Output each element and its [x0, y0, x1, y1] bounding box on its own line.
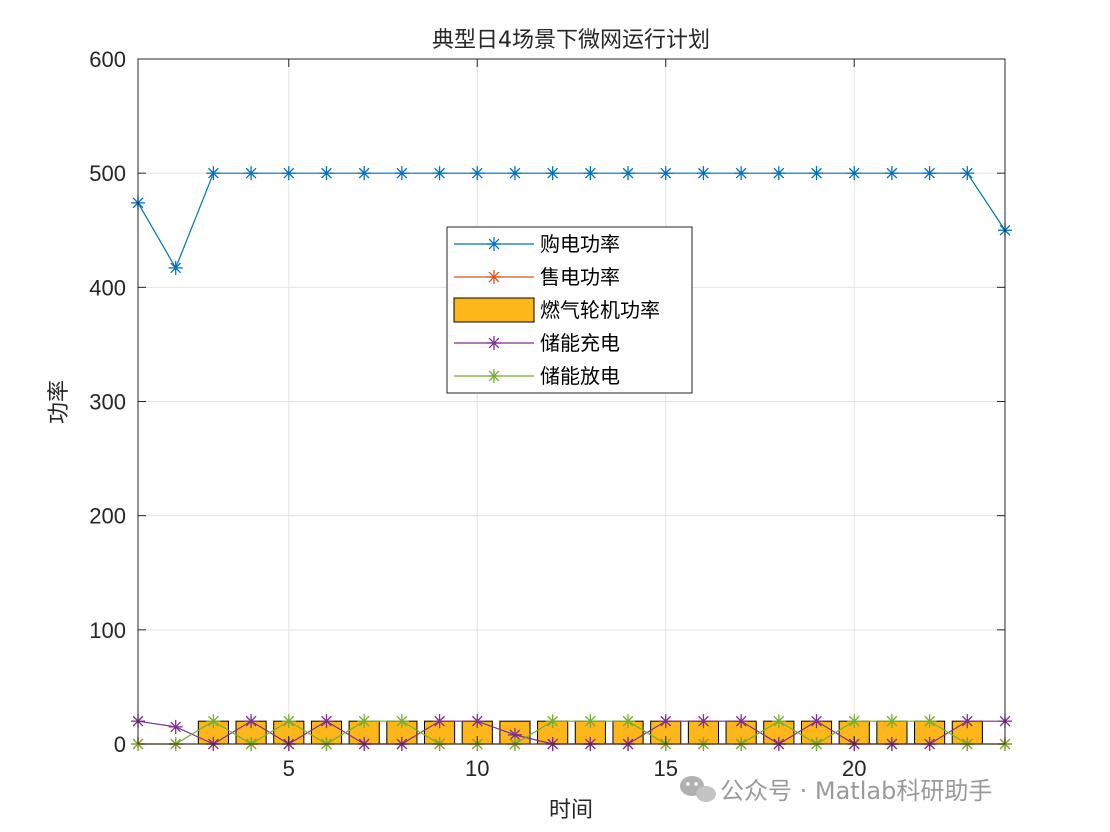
- series-point-3: [658, 714, 673, 729]
- series-point-3: [168, 719, 183, 734]
- wechat-icon: [680, 776, 716, 802]
- series-point-0: [432, 166, 447, 181]
- series-point-0: [621, 166, 636, 181]
- series-point-0: [168, 260, 183, 275]
- legend-marker: [487, 369, 501, 383]
- y-tick-label: 100: [89, 618, 126, 643]
- series-point-4: [357, 714, 372, 729]
- series-point-4: [281, 714, 296, 729]
- series-point-4: [884, 714, 899, 729]
- legend-marker: [487, 336, 501, 350]
- legend-label: 购电功率: [540, 232, 620, 256]
- series-point-0: [809, 166, 824, 181]
- series-point-4: [206, 714, 221, 729]
- series-point-0: [281, 166, 296, 181]
- series-point-3: [809, 714, 824, 729]
- series-point-0: [244, 166, 259, 181]
- series-point-3: [696, 714, 711, 729]
- y-tick-label: 200: [89, 504, 126, 529]
- series-point-4: [847, 714, 862, 729]
- series-point-0: [734, 166, 749, 181]
- series-point-4: [583, 714, 598, 729]
- y-tick-label: 0: [114, 732, 126, 757]
- x-tick-label: 15: [653, 756, 677, 781]
- series-point-3: [319, 714, 334, 729]
- series-point-3: [470, 714, 485, 729]
- series-point-0: [545, 166, 560, 181]
- x-tick-label: 20: [842, 756, 866, 781]
- legend-marker: [487, 270, 501, 284]
- x-tick-label: 5: [283, 756, 295, 781]
- legend-marker: [487, 237, 501, 251]
- series-point-4: [394, 714, 409, 729]
- series-point-0: [206, 166, 221, 181]
- series-point-0: [470, 166, 485, 181]
- legend-swatch: [453, 297, 535, 323]
- series-point-0: [922, 166, 937, 181]
- series-point-3: [432, 714, 447, 729]
- series-point-0: [583, 166, 598, 181]
- series-point-0: [319, 166, 334, 181]
- series-point-0: [847, 166, 862, 181]
- legend-label: 储能放电: [540, 364, 620, 388]
- series-point-4: [621, 714, 636, 729]
- series-point-3: [734, 714, 749, 729]
- series-point-0: [357, 166, 372, 181]
- watermark: 公众号 · Matlab科研助手: [680, 776, 992, 805]
- series-point-0: [960, 166, 975, 181]
- series-point-3: [244, 714, 259, 729]
- x-axis-label: 时间: [549, 798, 593, 823]
- legend-label: 售电功率: [540, 265, 620, 289]
- series-point-0: [771, 166, 786, 181]
- series-point-3: [507, 727, 522, 742]
- legend-label: 储能充电: [540, 331, 620, 355]
- series-point-3: [960, 714, 975, 729]
- series-point-0: [507, 166, 522, 181]
- y-tick-label: 400: [89, 275, 126, 300]
- x-tick-label: 10: [465, 756, 489, 781]
- chart-title: 典型日4场景下微网运行计划: [432, 28, 710, 53]
- series-point-4: [922, 714, 937, 729]
- legend-label: 燃气轮机功率: [540, 298, 660, 322]
- watermark-text: 公众号 · Matlab科研助手: [720, 777, 992, 805]
- series-point-0: [658, 166, 673, 181]
- y-tick-label: 300: [89, 390, 126, 415]
- series-point-0: [696, 166, 711, 181]
- series-point-0: [394, 166, 409, 181]
- series-point-4: [545, 714, 560, 729]
- y-tick-label: 500: [89, 161, 126, 186]
- y-axis-label: 功率: [47, 380, 72, 424]
- y-tick-label: 600: [89, 47, 126, 72]
- series-point-4: [771, 714, 786, 729]
- series-point-0: [884, 166, 899, 181]
